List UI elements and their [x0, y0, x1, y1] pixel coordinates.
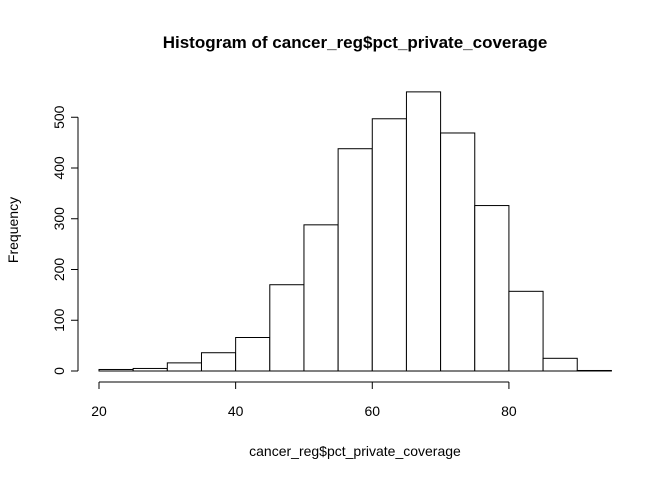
y-tick-label: 300 — [51, 207, 67, 231]
x-axis-label: cancer_reg$pct_private_coverage — [249, 443, 461, 459]
x-tick-label: 60 — [364, 403, 380, 419]
y-tick-label: 200 — [51, 258, 67, 282]
y-axis-label: Frequency — [5, 197, 21, 263]
histogram-bar — [166, 362, 202, 372]
y-tick-label: 0 — [51, 367, 67, 375]
histogram-bar — [235, 337, 271, 372]
histogram-bar — [405, 91, 442, 372]
x-tick-label: 20 — [91, 403, 107, 419]
y-tick-label: 400 — [51, 156, 67, 180]
y-tick-label: 100 — [51, 308, 67, 332]
y-tick-label: 500 — [51, 105, 67, 129]
y-axis: 0 100 200 300 400 500 — [51, 105, 79, 375]
histogram-bar — [200, 352, 237, 372]
histogram-bar — [337, 148, 373, 372]
chart-title: Histogram of cancer_reg$pct_private_cove… — [163, 33, 548, 52]
histogram-bar — [303, 224, 339, 372]
bars-group — [98, 91, 612, 372]
histogram-bar — [132, 367, 168, 372]
histogram-bar — [508, 290, 544, 372]
histogram-bar — [474, 205, 510, 372]
histogram-bar — [371, 118, 407, 372]
histogram-bar — [98, 368, 134, 372]
histogram-bar — [440, 132, 476, 372]
x-tick-label: 80 — [501, 403, 517, 419]
histogram-bar — [576, 369, 612, 372]
x-tick-label: 40 — [228, 403, 244, 419]
histogram-bar — [542, 357, 578, 372]
histogram-bar — [269, 284, 305, 372]
x-axis: 20 40 60 80 — [91, 381, 517, 419]
